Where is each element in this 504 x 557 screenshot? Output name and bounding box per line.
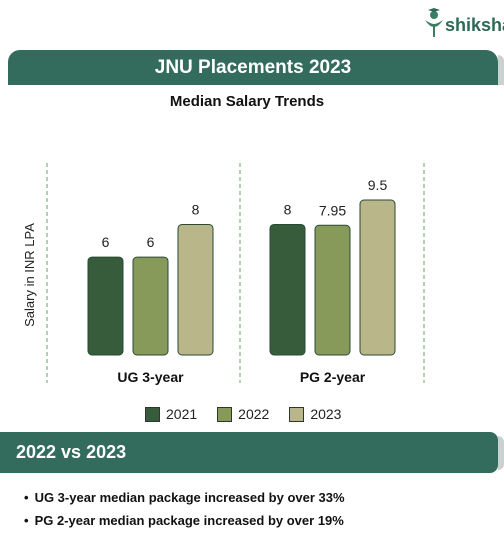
chart-title: Median Salary Trends (169, 93, 325, 110)
comparison-list: UG 3-year median package increased by ov… (24, 490, 345, 536)
legend-swatch-2021 (145, 406, 160, 422)
legend-label-2021: 2021 (166, 406, 198, 422)
legend-label-2023: 2023 (310, 406, 342, 422)
comparison-point-pg: PG 2-year median package increased by ov… (24, 513, 345, 528)
category-label: PG 2-year (300, 369, 366, 385)
salary-bar-chart: Salary in INR LPA 6 6 8 UG 3-year 8 7.95 9.5 PG … (22, 163, 425, 385)
legend-swatch-2023 (289, 406, 305, 422)
chart-legend: 2021 2022 2023 (145, 406, 341, 422)
bar-2021-1 (269, 223, 306, 356)
data-label-2021-0: 6 (102, 234, 110, 250)
bar-2022-0 (132, 256, 169, 356)
page-title: JNU Placements 2023 (8, 50, 504, 85)
bar-2021-0 (87, 256, 124, 356)
brand-name: shiksha (445, 15, 504, 35)
comparison-point-ug: UG 3-year median package increased by ov… (24, 490, 345, 505)
legend-label-2022: 2022 (238, 406, 270, 422)
comparison-heading: 2022 vs 2023 (0, 432, 504, 473)
legend-item-2022: 2022 (217, 406, 269, 422)
bar-2023-1 (359, 199, 396, 356)
data-label-2023-1: 9.5 (368, 177, 388, 193)
data-label-2021-1: 8 (284, 201, 292, 217)
y-axis-label: Salary in INR LPA (22, 223, 37, 327)
legend-swatch-2022 (217, 406, 233, 422)
shiksha-logo: shiksha (423, 6, 504, 40)
legend-item-2023: 2023 (289, 406, 341, 422)
data-label-2023-0: 8 (192, 201, 200, 217)
bar-2023-0 (177, 223, 214, 356)
legend-item-2021: 2021 (145, 406, 197, 422)
category-label: UG 3-year (117, 369, 184, 385)
data-label-2022-1: 7.95 (319, 202, 346, 218)
bar-2022-1 (314, 224, 351, 356)
graduate-icon (425, 8, 443, 37)
data-label-2022-0: 6 (147, 234, 155, 250)
